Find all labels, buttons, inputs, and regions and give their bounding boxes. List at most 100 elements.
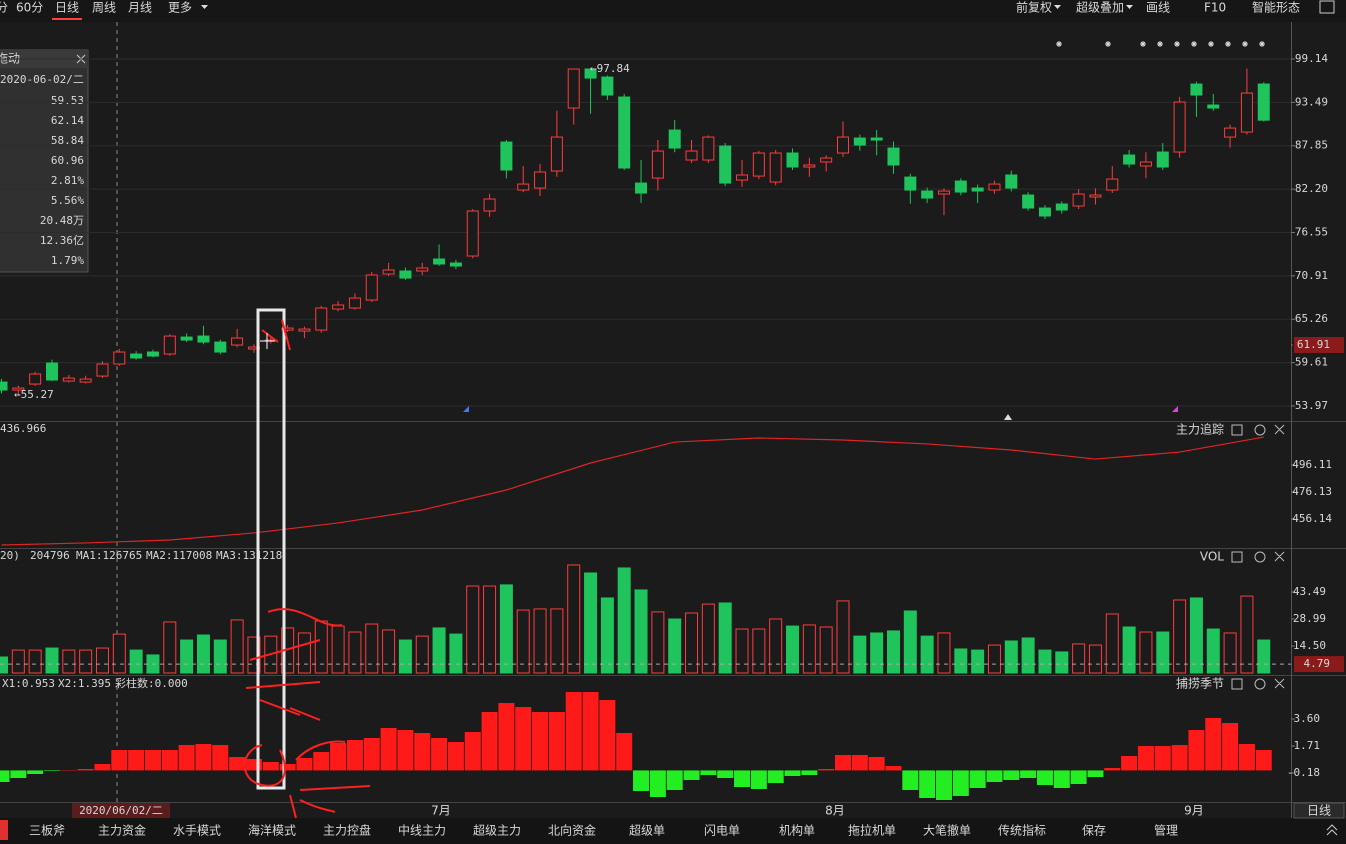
y-tick-label: 14.50 <box>1293 639 1326 652</box>
toolbar-item[interactable]: 日线 <box>55 1 79 15</box>
volume-bar <box>786 625 800 674</box>
season-bar <box>94 764 111 771</box>
candle-body <box>348 297 361 309</box>
season-bar <box>935 770 952 800</box>
volume-bar <box>617 567 631 674</box>
tab[interactable]: 管理 <box>1154 823 1178 838</box>
candle-body <box>1190 83 1203 96</box>
volume-bar <box>567 564 581 674</box>
volume-bar <box>398 639 412 674</box>
season-bar <box>649 770 666 797</box>
info-value: 2.81% <box>51 174 84 187</box>
toolbar-item[interactable]: 前复权 <box>1016 0 1052 15</box>
volume-bar <box>752 628 766 674</box>
toolbar-item[interactable]: 月线 <box>128 1 152 15</box>
candle-body <box>1022 194 1035 209</box>
candle-body <box>837 136 849 154</box>
volume-bar <box>163 621 177 674</box>
volume-bar <box>836 600 850 674</box>
volume-bar <box>533 608 547 674</box>
season-bar <box>919 770 936 798</box>
tab[interactable]: 主力控盘 <box>323 823 371 838</box>
volume-bar <box>668 618 682 674</box>
toolbar-item[interactable]: 超级叠加 <box>1076 0 1124 15</box>
info-value: 20.48万 <box>40 214 84 227</box>
candle-body <box>702 136 715 161</box>
dropdown-arrow <box>201 5 208 9</box>
season-bar <box>835 755 851 771</box>
signal-star <box>1191 41 1197 47</box>
info-value: 62.14 <box>51 114 84 127</box>
volume-bar <box>903 610 917 674</box>
y-tick-label: 496.11 <box>1292 458 1332 471</box>
season-bar <box>515 707 532 771</box>
tab[interactable]: 超级主力 <box>473 823 521 838</box>
candle-body <box>399 270 412 279</box>
volume-bar <box>853 635 867 674</box>
toolbar-item[interactable]: 60分 <box>16 1 43 15</box>
season-bar <box>633 770 650 791</box>
volume-bar <box>1223 632 1237 674</box>
indicator-header: X2:1.395 <box>58 677 111 690</box>
season-bar <box>1137 746 1154 771</box>
volume-bar <box>95 647 109 674</box>
label: 主力追踪 <box>1176 422 1224 437</box>
label: 拖动 <box>0 52 20 66</box>
volume-bar <box>1206 628 1220 674</box>
tab[interactable]: 水手模式 <box>173 824 221 838</box>
tab[interactable]: 拖拉机单 <box>848 823 896 838</box>
toolbar-item[interactable]: 分 <box>0 1 8 15</box>
toolbar-item[interactable]: 周线 <box>92 1 116 15</box>
toolbar-item[interactable]: 智能形态 <box>1252 0 1300 15</box>
low-label: ←55.27 <box>14 388 54 401</box>
candle-body <box>96 363 109 377</box>
candle-body <box>736 174 749 181</box>
season-bar <box>1188 730 1205 771</box>
tab[interactable]: 机构单 <box>779 823 815 838</box>
candle-body <box>534 171 547 189</box>
candle-body <box>0 381 8 391</box>
tab[interactable]: 保存 <box>1082 824 1106 838</box>
toolbar-item[interactable]: 画线 <box>1146 1 1170 15</box>
hand-drawn-marks <box>243 319 371 819</box>
tab[interactable]: 三板斧 <box>29 824 65 838</box>
y-tick-label: 3.60 <box>1294 712 1321 725</box>
volume-bar <box>1072 643 1086 674</box>
candle-body <box>1224 127 1237 138</box>
volume-bar <box>769 618 783 674</box>
season-bar <box>481 712 498 771</box>
tab[interactable]: 北向资金 <box>548 823 596 838</box>
season-bar <box>818 769 835 771</box>
volume-bar <box>112 633 126 674</box>
season-bar <box>868 757 885 771</box>
tab[interactable]: 超级单 <box>629 823 665 838</box>
candle-body <box>146 351 159 357</box>
season-bar <box>43 770 60 771</box>
volume-bar <box>62 649 76 674</box>
season-bar <box>952 770 969 796</box>
info-panel <box>0 49 89 273</box>
volume-bar <box>499 584 513 674</box>
tab[interactable]: 大笔撤单 <box>923 823 971 838</box>
volume-bar <box>1156 631 1170 674</box>
volume-bar <box>1055 651 1069 674</box>
candle-body <box>45 362 58 381</box>
tab[interactable]: 闪电单 <box>704 824 740 838</box>
candle-body <box>29 373 42 385</box>
tab[interactable]: 海洋模式 <box>248 823 296 838</box>
season-bar <box>0 770 10 782</box>
toolbar-item[interactable]: F10 <box>1204 1 1226 15</box>
tab[interactable]: 主力资金 <box>98 823 146 838</box>
season-bar <box>178 745 195 771</box>
period-box <box>1293 802 1345 819</box>
tab[interactable]: 中线主力 <box>398 823 446 838</box>
tab[interactable]: 传统指标 <box>998 823 1046 838</box>
candle-body <box>1207 104 1220 109</box>
candle-body <box>988 183 1001 191</box>
season-bar <box>245 759 262 771</box>
toolbar-item[interactable]: 更多 <box>168 1 192 15</box>
toolbar-bg <box>0 0 1346 22</box>
indicator-header: 204796 <box>30 549 70 562</box>
volume-bar <box>196 634 210 674</box>
info-value: 1.79% <box>51 254 84 267</box>
